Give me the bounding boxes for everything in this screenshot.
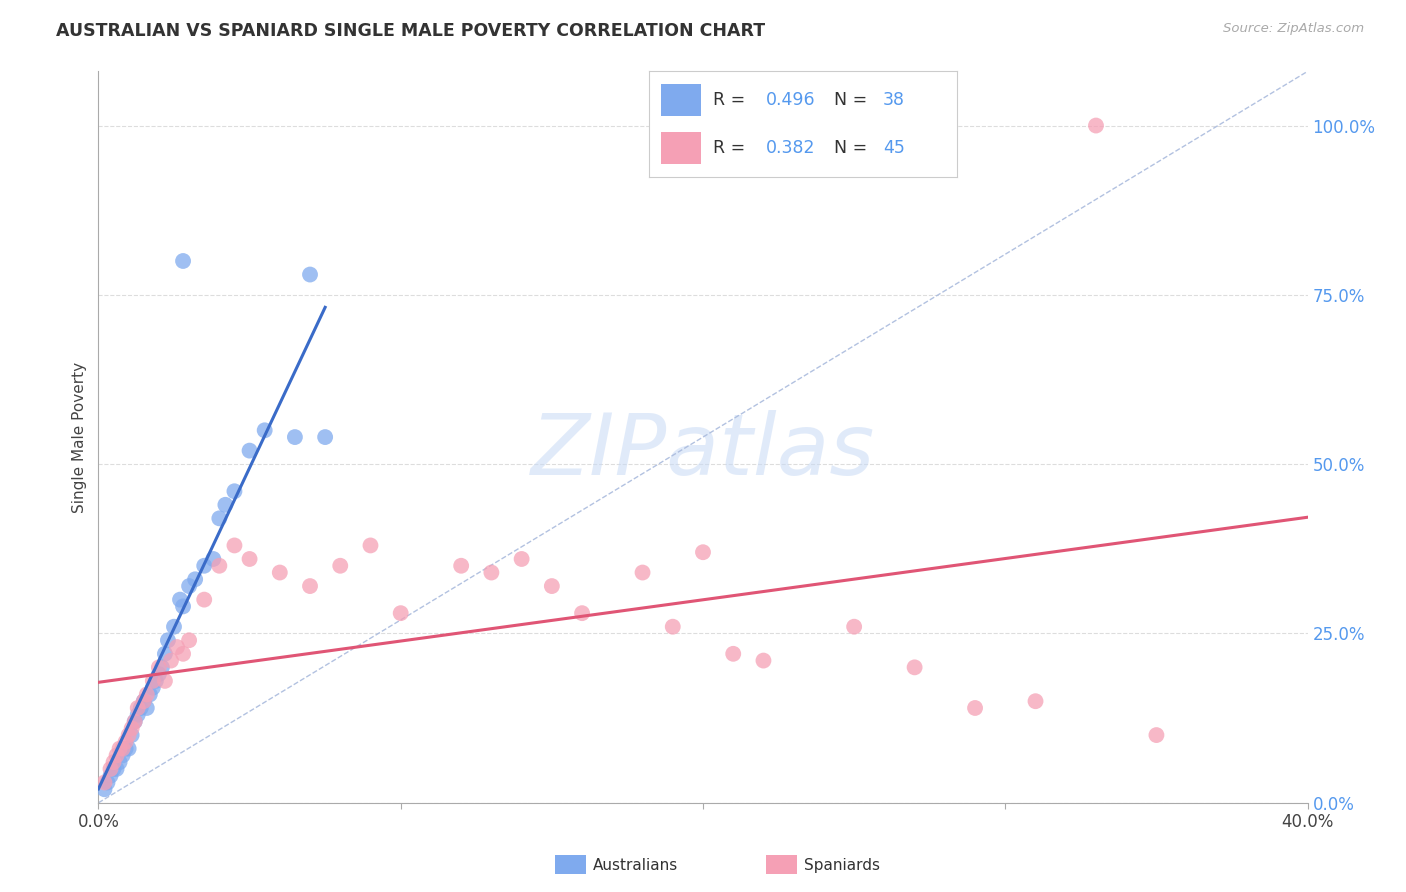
Text: R =: R = [713,139,751,157]
Point [172,254,194,268]
Y-axis label: Single Male Poverty: Single Male Poverty [72,361,87,513]
FancyBboxPatch shape [661,84,702,116]
Point [105,762,128,776]
FancyBboxPatch shape [661,132,702,163]
Point [193,558,215,573]
Text: Source: ZipAtlas.com: Source: ZipAtlas.com [1223,22,1364,36]
Text: AUSTRALIAN VS SPANIARD SINGLE MALE POVERTY CORRELATION CHART: AUSTRALIAN VS SPANIARD SINGLE MALE POVER… [56,22,765,40]
Point [314,430,336,444]
Point [93,775,115,789]
Point [139,688,162,702]
Point [166,640,188,654]
Point [193,592,215,607]
Text: N =: N = [834,91,872,109]
Text: 38: 38 [883,91,905,109]
Point [662,620,685,634]
Point [114,741,136,756]
Point [135,701,157,715]
Point [239,552,262,566]
Point [208,558,231,573]
Point [692,545,714,559]
Point [145,673,167,688]
Point [100,762,122,776]
Point [111,741,134,756]
Text: 0.382: 0.382 [766,139,815,157]
Text: R =: R = [713,91,751,109]
Point [121,728,143,742]
Point [103,755,125,769]
Point [96,775,118,789]
Point [631,566,654,580]
Point [150,660,173,674]
Point [202,552,225,566]
Point [118,741,141,756]
Point [108,755,131,769]
Point [450,558,472,573]
Point [105,748,128,763]
Point [571,606,593,620]
Point [93,782,115,797]
Point [481,566,503,580]
Point [253,423,276,437]
Point [132,694,155,708]
Point [214,498,236,512]
Point [389,606,412,620]
Text: Spaniards: Spaniards [804,858,880,872]
Point [148,660,170,674]
Point [111,748,134,763]
Point [148,667,170,681]
Point [172,647,194,661]
Point [752,654,775,668]
Point [100,769,122,783]
Point [224,538,246,552]
Point [239,443,262,458]
Point [153,647,176,661]
Point [142,673,165,688]
Text: N =: N = [834,139,872,157]
Point [965,701,987,715]
Point [179,579,201,593]
Point [121,721,143,735]
Point [132,694,155,708]
Text: 0.496: 0.496 [766,91,815,109]
Point [510,552,533,566]
Point [179,633,201,648]
Point [108,741,131,756]
Text: 45: 45 [883,139,905,157]
Point [118,728,141,742]
Point [1085,119,1108,133]
Text: Australians: Australians [593,858,679,872]
Point [1024,694,1046,708]
Point [284,430,307,444]
Point [1144,728,1167,742]
Point [299,579,322,593]
Point [114,735,136,749]
Point [329,558,352,573]
Point [127,701,149,715]
Point [299,268,322,282]
Point [723,647,745,661]
Point [153,673,176,688]
Point [904,660,927,674]
Point [540,579,562,593]
Point [103,762,125,776]
Point [163,620,186,634]
Point [224,484,246,499]
Point [360,538,382,552]
Point [142,681,165,695]
Text: ZIPatlas: ZIPatlas [531,410,875,493]
Point [184,572,207,586]
Point [124,714,146,729]
Point [135,688,157,702]
Point [208,511,231,525]
Point [124,714,146,729]
Point [156,633,179,648]
Point [160,654,183,668]
Point [129,701,152,715]
Point [127,707,149,722]
Point [169,592,191,607]
Point [844,620,866,634]
Point [269,566,291,580]
Point [172,599,194,614]
